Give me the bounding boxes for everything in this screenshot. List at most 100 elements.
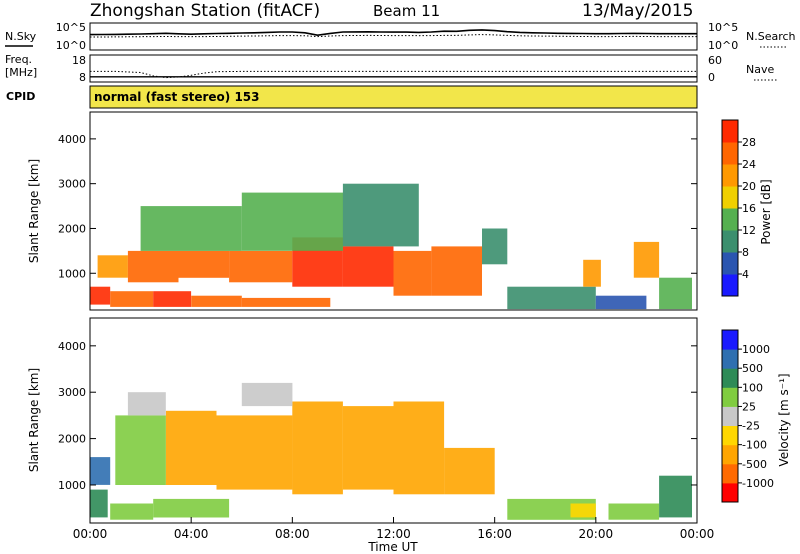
velocity-colorbar-tick-label-2: -100 [742, 439, 767, 452]
velocity-y-ticks: 1000 2000 3000 4000 [58, 340, 697, 492]
nave-tick-top: 60 [708, 54, 722, 67]
power-cell-0 [90, 286, 111, 305]
power-cell-11 [393, 250, 432, 296]
n-search-label: N.Search [746, 30, 796, 43]
power-cell-1 [110, 291, 154, 307]
power-colorbar-segment-0 [722, 274, 738, 297]
velocity-ytick-label-2: 3000 [58, 386, 86, 399]
n-sky-line [89, 29, 697, 37]
power-cell-10 [342, 246, 394, 287]
power-colorbar-tick-label-1: 8 [742, 246, 749, 259]
power-cell-14 [140, 206, 242, 251]
velocity-y-axis-label: Slant Range [km] [27, 368, 41, 472]
velocity-cell-11 [127, 392, 166, 416]
power-cell-6 [127, 250, 179, 283]
velocity-cell-1 [90, 457, 111, 485]
velocity-cell-12 [241, 382, 293, 407]
power-cell-20 [633, 241, 660, 278]
n-sky-tick-top: 10^5 [56, 21, 86, 34]
n-sky-label: N.Sky [5, 30, 37, 43]
power-colorbar-tick-label-6: 28 [742, 136, 756, 149]
velocity-panel: 1000 2000 3000 4000 Slant Range [km] -1000 -… [27, 317, 791, 554]
power-cell-7 [178, 250, 230, 278]
x-tick-label-5: 20:00 [579, 527, 614, 541]
velocity-colorbar-tick-label-4: 25 [742, 400, 756, 413]
velocity-colorbar: -1000 -500 -100 -25 25 100 500 1000 [721, 329, 774, 503]
velocity-colorbar-segment-2 [722, 444, 738, 465]
cpid-bar [89, 85, 698, 109]
velocity-cell-15 [608, 503, 660, 520]
power-ytick-label-1: 2000 [58, 222, 86, 235]
x-axis-label: Time UT [367, 540, 418, 554]
velocity-cell-8 [342, 406, 394, 490]
x-tick-label-2: 08:00 [275, 527, 310, 541]
freq-tick-top: 18 [72, 54, 86, 67]
power-cell-17 [507, 286, 596, 310]
velocity-ytick-label-1: 2000 [58, 433, 86, 446]
velocity-colorbar-segment-0 [722, 482, 738, 503]
velocity-colorbar-tick-label-6: 500 [742, 362, 763, 375]
freq-tick-bottom: 8 [79, 71, 86, 84]
power-colorbar-label: Power [dB] [759, 179, 773, 244]
power-ytick-label-0: 1000 [58, 267, 86, 280]
velocity-cell-2 [110, 503, 154, 520]
power-colorbar-segment-1 [722, 252, 738, 275]
velocity-ytick-label-0: 1000 [58, 479, 86, 492]
cpid-label: CPID [6, 90, 35, 103]
velocity-colorbar-tick-label-7: 1000 [742, 343, 770, 356]
power-colorbar-tick-label-0: 4 [742, 268, 749, 281]
velocity-data-cells [90, 382, 692, 520]
x-tick-label-0: 00:00 [73, 527, 108, 541]
n-search-tick-top: 10^5 [708, 21, 738, 34]
n-search-tick-bottom: 10^0 [708, 39, 738, 52]
velocity-colorbar-segment-8 [722, 330, 738, 350]
power-cell-2 [153, 291, 192, 307]
velocity-colorbar-frame [721, 329, 739, 503]
velocity-cell-10 [444, 447, 495, 495]
power-colorbar-segment-3 [722, 208, 738, 231]
nave-line [90, 70, 697, 79]
velocity-cell-16 [659, 475, 692, 518]
power-colorbar: 4 8 12 16 20 24 28 [721, 119, 756, 297]
power-colorbar-tick-label-4: 20 [742, 180, 756, 193]
velocity-colorbar-tick-label-5: 100 [742, 381, 763, 394]
power-colorbar-segment-2 [722, 230, 738, 253]
beam-label: Beam 11 [373, 2, 440, 20]
power-cell-4 [241, 297, 331, 307]
power-ytick-label-3: 4000 [58, 133, 86, 146]
noise-panel: N.Sky 10^5 10^0 10^5 10^0 N.Search [5, 21, 796, 52]
velocity-colorbar-tick-label-1: -500 [742, 458, 767, 471]
power-colorbar-tick-label-5: 24 [742, 158, 756, 171]
station-title: Zhongshan Station (fitACF) [90, 1, 320, 21]
power-cell-12 [431, 246, 482, 296]
power-cell-15 [241, 192, 343, 251]
power-y-axis-label: Slant Range [km] [27, 159, 41, 263]
velocity-cell-3 [153, 498, 230, 518]
power-colorbar-segment-7 [722, 120, 738, 143]
x-tick-label-4: 16:00 [477, 527, 512, 541]
date-label: 13/May/2015 [582, 1, 694, 21]
time-x-ticks: 00:00 04:00 08:00 12:00 16:00 20:00 00:00 [73, 517, 715, 541]
freq-panel-frame [89, 54, 698, 83]
power-cell-19 [583, 259, 601, 287]
velocity-colorbar-segment-3 [722, 425, 738, 446]
power-cell-5 [97, 255, 128, 278]
power-y-ticks: 1000 2000 3000 4000 [58, 133, 697, 280]
nave-tick-bottom: 0 [708, 71, 715, 84]
power-cell-8 [229, 250, 293, 283]
velocity-cell-0 [90, 489, 108, 518]
velocity-colorbar-segment-4 [722, 406, 738, 426]
x-tick-label-6: 00:00 [680, 527, 715, 541]
velocity-colorbar-segment-1 [722, 463, 738, 484]
power-colorbar-tick-label-2: 12 [742, 224, 756, 237]
velocity-cell-6 [216, 415, 293, 490]
n-search-line [90, 34, 697, 38]
power-colorbar-segment-5 [722, 164, 738, 187]
velocity-cell-7 [292, 401, 343, 495]
power-panel: 1000 2000 3000 4000 Slant Range [km] 4 8 12 16… [27, 111, 773, 311]
velocity-ytick-label-3: 4000 [58, 340, 86, 353]
velocity-colorbar-tick-label-0: -1000 [742, 477, 774, 490]
power-data-cells [90, 183, 692, 310]
power-colorbar-segment-4 [722, 186, 738, 209]
power-colorbar-segment-6 [722, 142, 738, 165]
